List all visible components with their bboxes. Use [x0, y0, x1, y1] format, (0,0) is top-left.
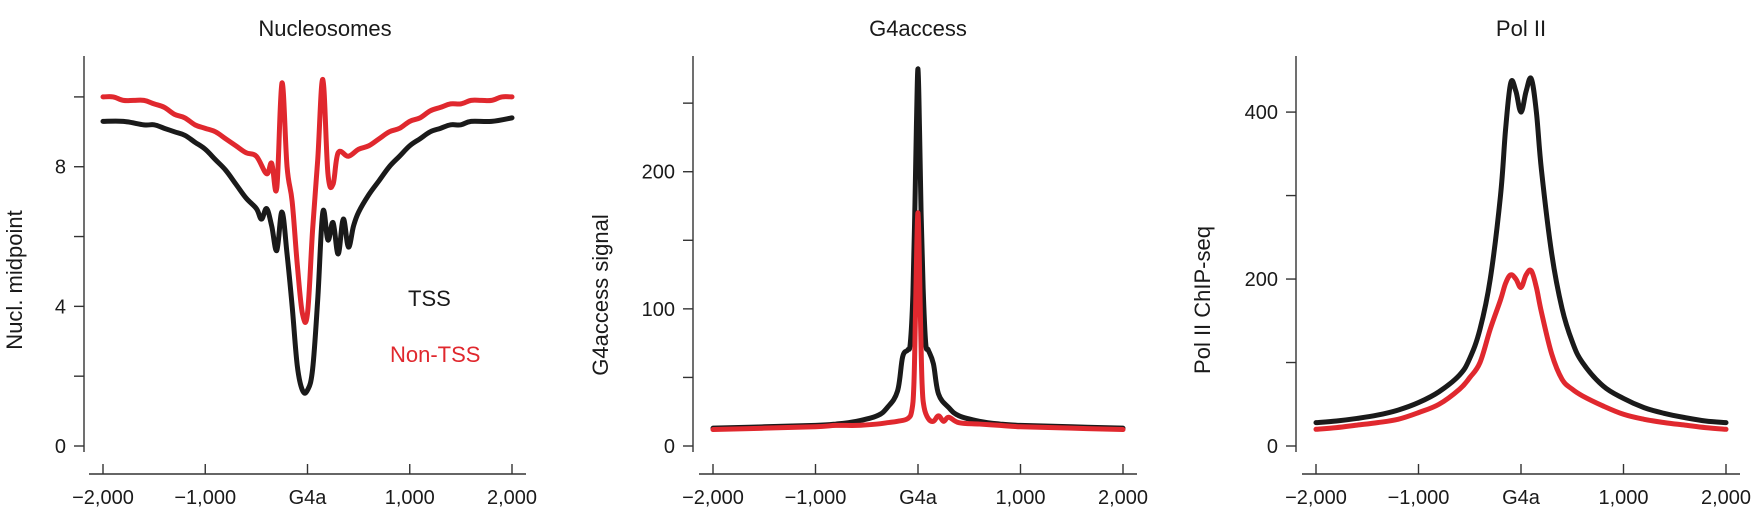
nucleosomes-title: Nucleosomes — [258, 16, 391, 41]
g4access-series-tss — [710, 66, 1126, 431]
pol-ii-x-tick-label: G4a — [1502, 487, 1541, 509]
nucleosomes-x-tick-label: 1,000 — [385, 487, 435, 509]
pol-ii-y-tick-label: 0 — [1267, 436, 1278, 458]
pol-ii-y-tick-label: 400 — [1245, 102, 1278, 124]
g4access-y-axis-label: G4access signal — [588, 214, 613, 375]
g4access-y-tick-label: 0 — [664, 436, 675, 458]
g4access-series-non-tss — [710, 210, 1126, 433]
nucleosomes-x-tick-label: −1,000 — [174, 487, 236, 509]
pol-ii-x-tick-label: 1,000 — [1598, 487, 1648, 509]
g4access-x-tick-label: G4a — [899, 487, 938, 509]
nucleosomes-y-axis-label: Nucl. midpoint — [2, 210, 27, 349]
nucleosomes-x-tick-label: G4a — [289, 487, 328, 509]
g4access-x-tick-label: −1,000 — [785, 487, 847, 509]
pol-ii-x-tick-label: −1,000 — [1388, 487, 1450, 509]
legend-label-non-tss: Non-TSS — [390, 342, 480, 367]
pol-ii-x-tick-label: −2,000 — [1285, 487, 1347, 509]
g4access-x-tick-label: −2,000 — [682, 487, 744, 509]
nucleosomes-x-tick-label: 2,000 — [487, 487, 537, 509]
pol-ii-panel: Pol II Pol II ChIP-seq 0 200 400 −2,000 −1,0… — [1190, 16, 1751, 509]
g4access-y-tick-label: 100 — [642, 299, 675, 321]
pol-ii-series-non-tss — [1313, 267, 1729, 432]
nucleosomes-y-tick-label: 4 — [55, 296, 66, 318]
nucleosomes-panel: Nucleosomes Nucl. midpoint TSS Non-TSS 0… — [2, 16, 537, 509]
pol-ii-series-tss — [1313, 75, 1729, 426]
nucleosomes-y-tick-label: 0 — [55, 436, 66, 458]
nucleosomes-series-tss — [100, 115, 515, 396]
g4access-title: G4access — [869, 16, 967, 41]
pol-ii-y-axis-label: Pol II ChIP-seq — [1190, 226, 1215, 374]
nucleosomes-series-non-tss — [100, 76, 515, 325]
pol-ii-y-tick-label: 200 — [1245, 269, 1278, 291]
nucleosomes-x-tick-label: −2,000 — [72, 487, 134, 509]
g4access-x-tick-label: 1,000 — [995, 487, 1045, 509]
legend-label-tss: TSS — [408, 286, 451, 311]
pol-ii-x-tick-label: 2,000 — [1701, 487, 1751, 509]
g4access-panel: G4access G4access signal 0 100 200 −2,000 −1… — [588, 16, 1148, 509]
nucleosomes-y-tick-label: 8 — [55, 157, 66, 179]
g4access-x-tick-label: 2,000 — [1098, 487, 1148, 509]
pol-ii-title: Pol II — [1496, 16, 1546, 41]
g4access-y-tick-label: 200 — [642, 162, 675, 184]
